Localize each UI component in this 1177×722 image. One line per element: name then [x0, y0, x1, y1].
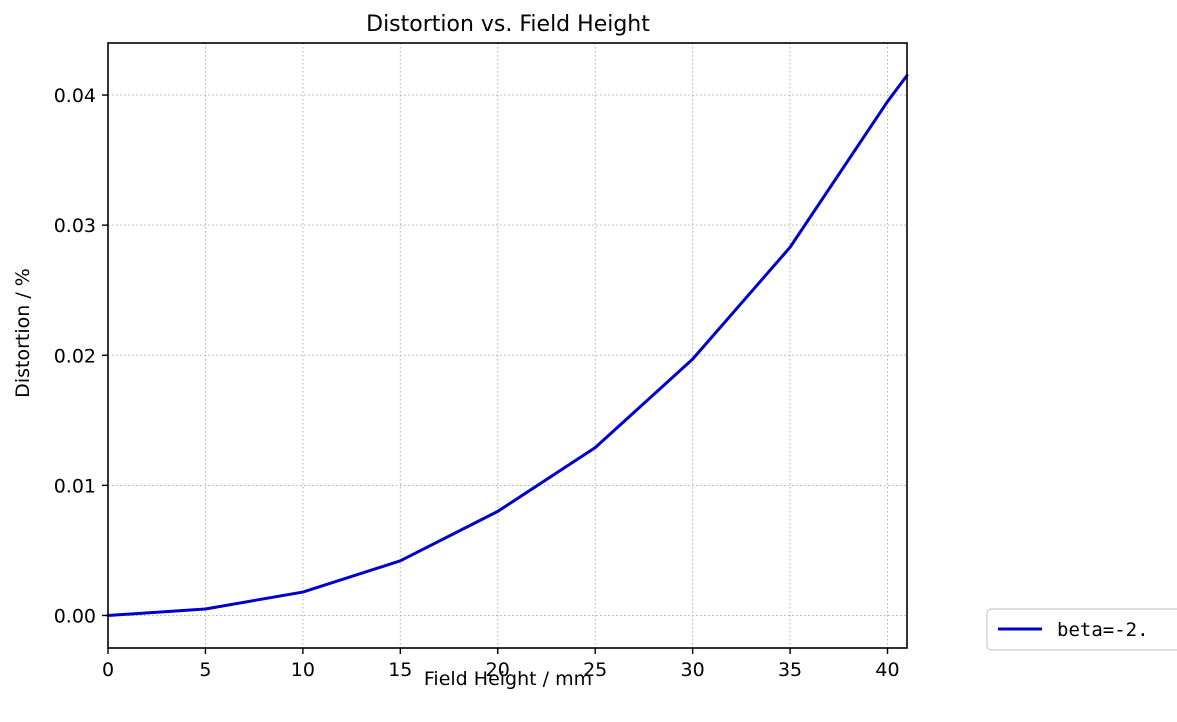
y-tick-label: 0.00 — [54, 605, 96, 627]
x-tick-label: 0 — [102, 659, 114, 681]
x-tick-label: 15 — [388, 659, 412, 681]
legend-box — [986, 608, 1177, 651]
series-line — [106, 74, 909, 617]
series-layer — [106, 74, 909, 617]
x-tick-label: 40 — [875, 659, 899, 681]
y-tick-label: 0.02 — [54, 345, 96, 367]
chart-title: Distortion vs. Field Height — [366, 12, 650, 37]
x-tick-label: 5 — [199, 659, 211, 681]
y-axis-ticks: 0.00 0.01 0.02 0.03 0.04 — [54, 85, 108, 627]
x-tick-label: 25 — [583, 659, 607, 681]
x-tick-label: 30 — [681, 659, 705, 681]
x-tick-label: 10 — [291, 659, 315, 681]
x-tick-label: 35 — [778, 659, 802, 681]
grid — [107, 43, 907, 648]
x-axis-ticks: 0 5 10 15 20 25 30 35 40 — [102, 648, 900, 681]
y-tick-label: 0.01 — [54, 475, 96, 497]
legend: beta=-2. — [986, 608, 1177, 651]
y-tick-label: 0.03 — [54, 215, 96, 237]
y-tick-label: 0.04 — [54, 85, 96, 107]
x-axis-label: Field Height / mm — [424, 668, 592, 690]
x-tick-label: 20 — [486, 659, 510, 681]
y-axis-label: Distortion / % — [12, 268, 34, 398]
legend-label: beta=-2. — [1057, 619, 1149, 641]
plot-frame — [107, 42, 908, 649]
